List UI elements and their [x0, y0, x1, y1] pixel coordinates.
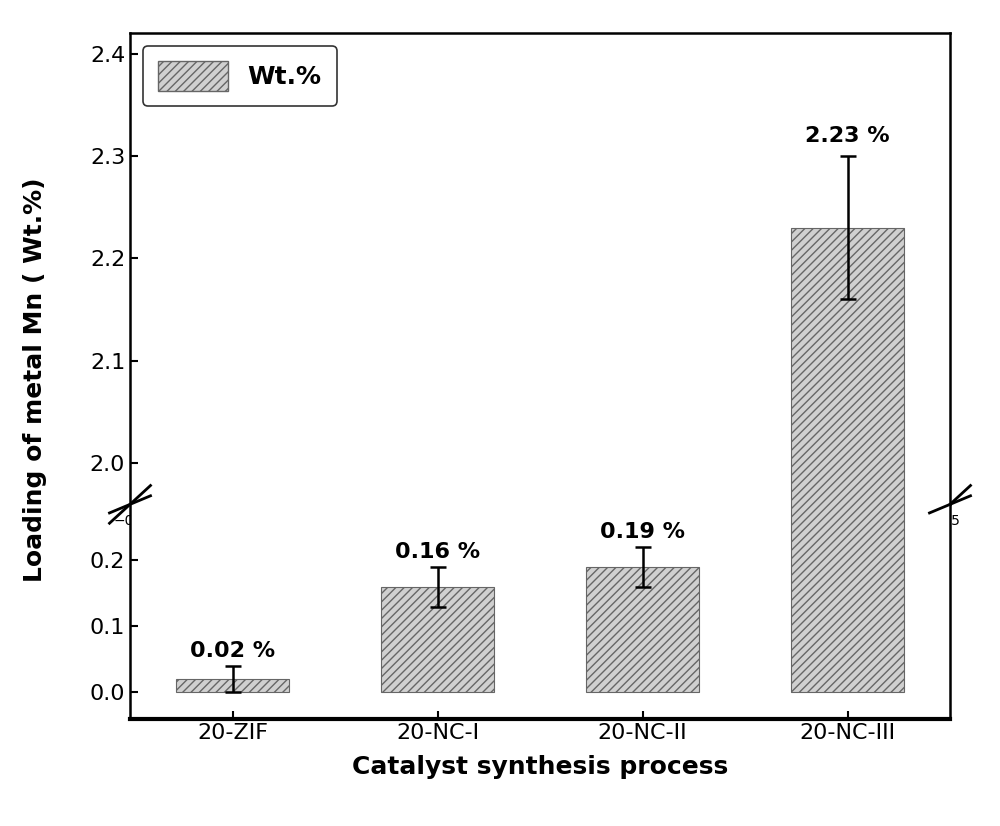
Bar: [791, 228, 904, 826]
Text: 2.23 %: 2.23 %: [805, 126, 890, 145]
Bar: [586, 567, 699, 692]
Bar: [381, 586, 494, 692]
Text: 0.16 %: 0.16 %: [395, 542, 480, 562]
Text: 0.19 %: 0.19 %: [600, 522, 685, 542]
X-axis label: Catalyst synthesis process: Catalyst synthesis process: [352, 755, 728, 779]
Text: Loading of metal Mn ( Wt.%): Loading of metal Mn ( Wt.%): [23, 178, 47, 582]
Legend: Wt.%: Wt.%: [143, 45, 336, 106]
Text: 0.02 %: 0.02 %: [190, 641, 275, 661]
Bar: [176, 679, 289, 692]
Bar: [791, 0, 904, 692]
